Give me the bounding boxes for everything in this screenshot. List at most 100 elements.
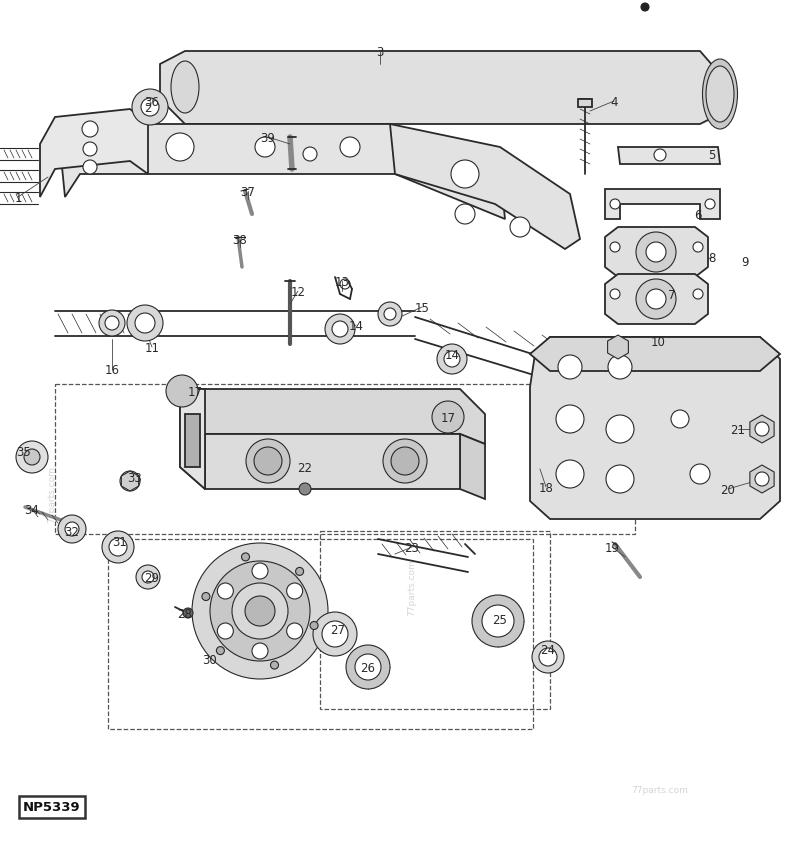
Circle shape [451,161,479,189]
Circle shape [693,243,703,252]
Circle shape [136,565,160,589]
Polygon shape [180,414,205,490]
Polygon shape [605,274,708,325]
Circle shape [83,161,97,175]
Circle shape [654,150,666,162]
Text: 18: 18 [538,481,554,494]
Text: 21: 21 [730,423,746,436]
Text: 14: 14 [349,319,363,332]
Polygon shape [180,390,205,490]
Text: 7: 7 [668,288,676,301]
Circle shape [606,415,634,443]
Text: 24: 24 [541,643,555,656]
Text: 14: 14 [445,348,459,361]
Circle shape [646,289,666,310]
Text: 37: 37 [241,186,255,198]
Circle shape [183,609,193,619]
Circle shape [135,314,155,333]
Polygon shape [390,125,580,250]
Text: 16: 16 [105,363,119,376]
Text: 10: 10 [650,335,666,348]
Text: 27: 27 [330,623,346,636]
Circle shape [202,592,210,601]
Circle shape [295,568,303,576]
Circle shape [558,355,582,380]
Text: NP5339: NP5339 [23,801,81,814]
Circle shape [299,484,311,495]
Polygon shape [180,390,485,445]
Circle shape [252,643,268,659]
Circle shape [532,641,564,674]
Circle shape [705,200,715,210]
Polygon shape [460,435,485,500]
Circle shape [608,355,632,380]
Circle shape [444,352,460,368]
Text: 39: 39 [261,132,275,144]
Circle shape [472,595,524,647]
Circle shape [755,423,769,436]
Text: 20: 20 [721,483,735,496]
Circle shape [218,583,234,599]
Circle shape [693,289,703,300]
Polygon shape [205,435,460,490]
Circle shape [109,538,127,556]
Circle shape [378,303,402,327]
Polygon shape [605,228,708,278]
Circle shape [322,621,348,647]
Text: 77parts.com: 77parts.com [407,558,417,615]
Text: 17: 17 [441,411,455,424]
Polygon shape [750,415,774,443]
Circle shape [671,410,689,429]
Circle shape [606,465,634,494]
Polygon shape [618,148,720,165]
Bar [55,385,635,534]
Circle shape [286,623,302,639]
Text: 15: 15 [414,301,430,314]
Text: 77parts.com: 77parts.com [47,465,57,522]
Polygon shape [750,465,774,494]
Circle shape [482,605,514,637]
Circle shape [455,205,475,225]
Circle shape [65,522,79,537]
Circle shape [166,134,194,162]
Circle shape [346,645,390,690]
Text: 35: 35 [17,445,31,458]
Text: 17: 17 [187,386,202,399]
Ellipse shape [706,67,734,123]
Circle shape [192,544,328,679]
Polygon shape [40,110,148,197]
Text: 28: 28 [178,607,193,619]
Text: 5: 5 [708,149,716,161]
Polygon shape [608,336,628,360]
Circle shape [383,440,427,484]
Circle shape [641,4,649,12]
Circle shape [556,461,584,489]
Text: 77parts.com: 77parts.com [631,785,689,793]
Text: 6: 6 [694,208,702,221]
Bar [320,532,550,709]
Circle shape [539,648,557,666]
Circle shape [355,654,381,680]
Text: 36: 36 [145,95,159,108]
Circle shape [58,516,86,544]
Circle shape [24,450,40,465]
Circle shape [690,464,710,484]
Text: 2: 2 [144,101,152,115]
Circle shape [432,402,464,434]
Circle shape [218,623,234,639]
Circle shape [127,306,163,342]
Circle shape [141,99,159,116]
Text: 12: 12 [290,285,306,298]
Circle shape [610,243,620,252]
Polygon shape [122,472,138,491]
Text: 19: 19 [605,541,619,554]
Text: 1: 1 [14,192,22,204]
Text: 31: 31 [113,535,127,548]
Text: 13: 13 [334,275,350,288]
Text: 30: 30 [202,652,218,666]
Circle shape [210,561,310,661]
Circle shape [16,441,48,473]
Circle shape [646,243,666,262]
Circle shape [82,122,98,138]
Circle shape [83,143,97,157]
